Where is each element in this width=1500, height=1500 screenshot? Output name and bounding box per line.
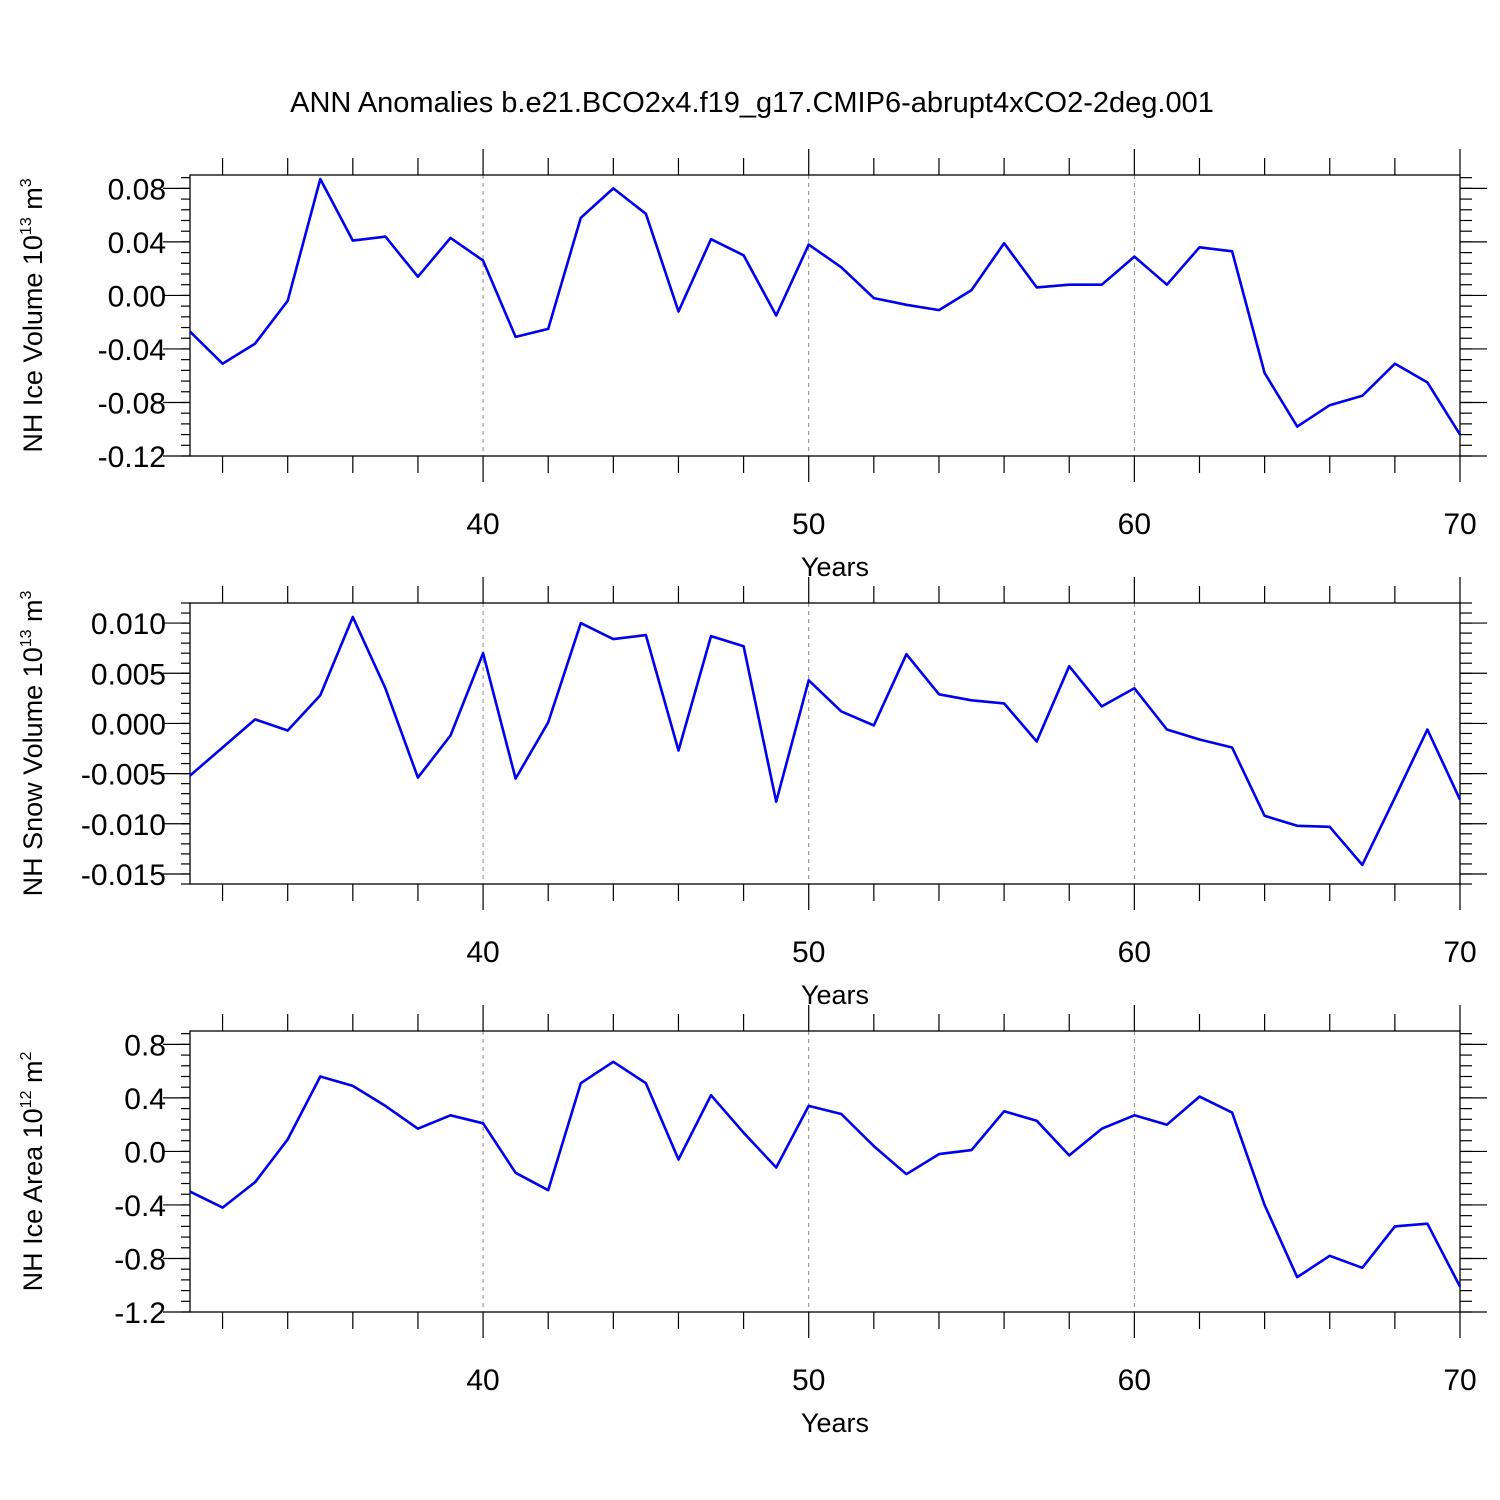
y-tick-label: 0.04 [108,227,166,260]
x-tick-label: 70 [1443,1364,1476,1397]
y-axis-label: NH Snow Volume 1013 m3 [18,590,48,896]
panel-2: 0.010 0.005 0.000 -0.005 -0.010 -0.015 40 50 60 7… [18,577,1487,1010]
y-tick-label: -0.12 [98,441,166,474]
y-tick-label: 0.8 [124,1029,166,1062]
x-tick-label: 50 [792,936,825,969]
plot-frame [189,1030,1461,1313]
y-tick-label: 0.0 [124,1136,166,1169]
y-axis-label: NH Ice Volume 1013 m3 [18,178,48,452]
y-tick-label: -0.08 [98,387,166,420]
panel-1: 0.08 0.04 0.00 -0.04 -0.08 -0.12 40 50 60 70 Years… [18,149,1487,582]
x-tick-label: 40 [466,1364,499,1397]
x-axis-label: Years [801,1408,869,1438]
series-line [189,177,1462,436]
plot-frame [189,174,1461,457]
y-tick-label: -0.005 [81,759,166,792]
series-line [189,615,1462,867]
y-tick-label: 0.005 [91,658,166,691]
x-tick-label: 70 [1443,508,1476,541]
y-tick-label: -1.2 [114,1297,166,1330]
y-tick-label: -0.04 [98,334,166,367]
y-tick-label: 0.00 [108,280,166,313]
chart-title: ANN Anomalies b.e21.BCO2x4.f19_g17.CMIP6… [290,87,1214,119]
x-axis-label: Years [801,980,869,1010]
y-tick-label: 0.08 [108,173,166,206]
x-tick-label: 50 [792,508,825,541]
series-line [189,1060,1462,1288]
x-tick-label: 40 [466,936,499,969]
y-axis-label: NH Ice Area 1012 m2 [18,1052,48,1292]
x-tick-label: 60 [1118,936,1151,969]
plot-frame [189,602,1461,885]
x-tick-label: 60 [1118,1364,1151,1397]
x-tick-label: 50 [792,1364,825,1397]
y-tick-label: 0.010 [91,608,166,641]
y-tick-label: -0.4 [114,1190,166,1223]
y-tick-label: -0.010 [81,809,166,842]
y-tick-label: -0.015 [81,859,166,892]
x-tick-label: 40 [466,508,499,541]
y-tick-label: 0.4 [124,1083,166,1116]
panels: 0.08 0.04 0.00 -0.04 -0.08 -0.12 40 50 60 70 Years… [18,149,1487,1438]
panel-3: 0.8 0.4 0.0 -0.4 -0.8 -1.2 40 50 60 70 Years NH Ice… [18,1005,1487,1438]
y-tick-label: -0.8 [114,1243,166,1276]
x-tick-label: 60 [1118,508,1151,541]
x-tick-label: 70 [1443,936,1476,969]
y-tick-label: 0.000 [91,708,166,741]
x-axis-label: Years [801,552,869,582]
